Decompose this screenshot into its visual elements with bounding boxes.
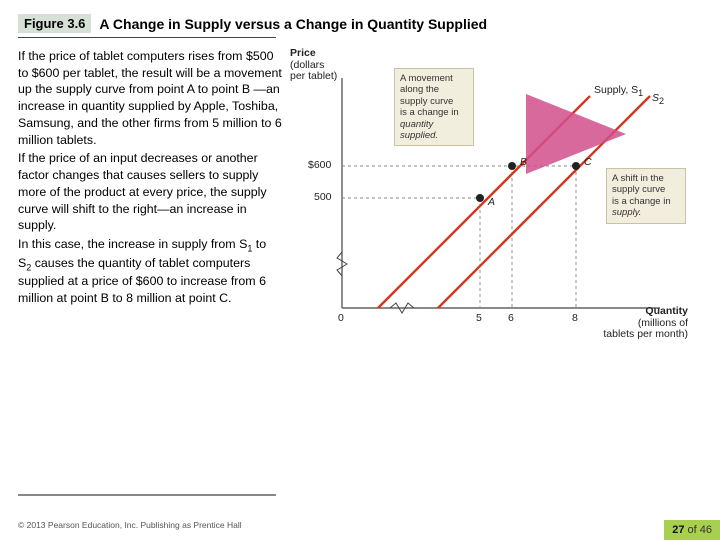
s1a: Supply, S bbox=[594, 84, 638, 96]
ytick-500: 500 bbox=[314, 191, 332, 203]
supply-s2-label: S2 bbox=[652, 92, 664, 106]
body-text: If the price of tablet computers rises f… bbox=[18, 48, 282, 368]
body-p2: If the price of an input decreases or an… bbox=[18, 150, 282, 234]
xtick-6: 6 bbox=[508, 312, 514, 324]
supply-s1-label: Supply, S1 bbox=[594, 84, 643, 98]
point-b bbox=[508, 162, 516, 170]
figure-title: A Change in Supply versus a Change in Qu… bbox=[99, 16, 487, 32]
c2l4: supply. bbox=[612, 207, 680, 218]
c2l1: A shift in the bbox=[612, 173, 680, 184]
page-current: 27 bbox=[672, 524, 684, 536]
s2b: 2 bbox=[659, 96, 664, 106]
s1b: 1 bbox=[638, 88, 643, 98]
callout-supply-shift: A shift in the supply curve is a change … bbox=[606, 168, 686, 224]
c1l5: quantity bbox=[400, 119, 468, 130]
xlab3: tablets per month) bbox=[603, 329, 688, 341]
xtick-5: 5 bbox=[476, 312, 482, 324]
body-p3: In this case, the increase in supply fro… bbox=[18, 236, 282, 307]
c1l4: is a change in bbox=[400, 107, 468, 118]
page-sep: of bbox=[684, 524, 699, 536]
page-total: 46 bbox=[700, 524, 712, 536]
title-rule bbox=[18, 37, 276, 38]
body-bottom-rule bbox=[18, 494, 276, 496]
ytick-600: $600 bbox=[308, 159, 331, 171]
copyright: © 2013 Pearson Education, Inc. Publishin… bbox=[18, 520, 242, 530]
callout-qty-supplied: A movement along the supply curve is a c… bbox=[394, 68, 474, 146]
body-p1: If the price of tablet computers rises f… bbox=[18, 48, 282, 148]
supply-chart: Price (dollars per tablet) Quantity (mil… bbox=[290, 48, 690, 368]
label-a: A bbox=[488, 196, 495, 208]
s2a: S bbox=[652, 92, 659, 104]
y-axis-label: Price (dollars per tablet) bbox=[290, 48, 337, 83]
page-indicator: 27 of 46 bbox=[664, 520, 720, 540]
xlab1: Quantity bbox=[603, 306, 688, 318]
c1l1: A movement bbox=[400, 73, 468, 84]
figure-badge: Figure 3.6 bbox=[18, 14, 91, 33]
ylab3: per tablet) bbox=[290, 71, 337, 83]
label-c: C bbox=[584, 156, 592, 168]
c1l6: supplied. bbox=[400, 130, 468, 141]
c2l2: supply curve bbox=[612, 184, 680, 195]
c1l3: supply curve bbox=[400, 96, 468, 107]
ylab1: Price bbox=[290, 48, 337, 60]
c2l3: is a change in bbox=[612, 196, 680, 207]
xtick-8: 8 bbox=[572, 312, 578, 324]
body-p3c: causes the quantity of tablet computers … bbox=[18, 256, 266, 305]
body-p3a: In this case, the increase in supply fro… bbox=[18, 237, 247, 251]
point-c bbox=[572, 162, 580, 170]
label-b: B bbox=[520, 156, 527, 168]
point-a bbox=[476, 194, 484, 202]
xtick-0: 0 bbox=[338, 312, 344, 324]
c1l2: along the bbox=[400, 84, 468, 95]
x-axis-label: Quantity (millions of tablets per month) bbox=[603, 306, 688, 341]
